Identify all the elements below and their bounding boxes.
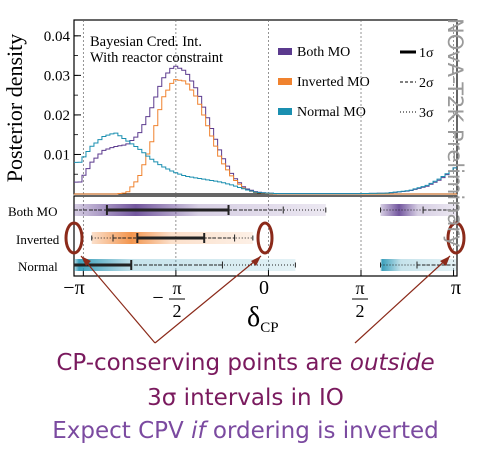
series-normal-mo xyxy=(74,132,457,195)
legend-label-inverted: Inverted MO xyxy=(297,75,370,90)
svg-text:2: 2 xyxy=(173,301,182,321)
y-tick-label: 0.03 xyxy=(44,68,70,84)
annotation-line-2: With reactor constraint xyxy=(90,50,223,66)
x-tick-pi: π xyxy=(451,277,461,299)
annotation-line-1: Bayesian Cred. Int. xyxy=(90,34,202,50)
caption-line-3: Expect CPV if ordering is inverted xyxy=(52,418,439,444)
arrowhead-neg-pi xyxy=(81,256,91,266)
svg-text:−: − xyxy=(152,287,163,309)
x-tick-neg-half-pi: − π 2 xyxy=(152,278,185,321)
svg-text:π: π xyxy=(355,278,364,298)
svg-text:2: 2 xyxy=(356,301,365,321)
y-tick-label: 0.01 xyxy=(44,147,70,163)
x-axis-label: δCP xyxy=(247,302,279,336)
legend: Both MO Inverted MO Normal MO 1σ 2σ 3σ xyxy=(278,45,434,121)
legend-swatch-inverted xyxy=(278,78,292,85)
preliminary-watermark: NOvA-T2K Preliminary xyxy=(443,18,467,247)
x-tick-neg-pi: −π xyxy=(63,277,84,299)
arrow-to-pi xyxy=(354,255,451,344)
legend-label-both: Both MO xyxy=(297,45,350,60)
interval-frame xyxy=(73,195,458,277)
svg-text:NOvA-T2K Preliminary: NOvA-T2K Preliminary xyxy=(443,18,467,247)
x-tick-zero: 0 xyxy=(259,277,269,299)
svg-text:π: π xyxy=(172,278,181,298)
legend-sigma1: 1σ xyxy=(419,46,434,61)
highlight-ellipse-pi xyxy=(446,221,466,255)
row-label-inverted: Inverted xyxy=(16,232,60,247)
arrow-to-zero xyxy=(154,255,262,344)
legend-swatch-normal xyxy=(278,108,292,115)
density-panel: 0.04 0.03 0.02 0.01 Posterior density Bayes… xyxy=(2,19,458,195)
x-axis: −π − π 2 0 π 2 π δCP xyxy=(63,277,461,336)
highlight-ellipse-neg-pi xyxy=(64,221,84,255)
row-label-normal: Normal xyxy=(18,259,58,274)
legend-label-normal: Normal MO xyxy=(297,105,366,120)
arrowhead-zero xyxy=(251,256,261,266)
caption-line-1: CP-conserving points are outside xyxy=(56,350,435,376)
y-tick-label: 0.02 xyxy=(44,108,70,124)
legend-swatch-both xyxy=(278,48,292,55)
series-inverted-mo xyxy=(74,79,457,195)
y-axis-label: Posterior density xyxy=(2,34,27,183)
series-both-mo xyxy=(74,65,457,195)
legend-sigma3: 3σ xyxy=(419,106,434,121)
interval-band xyxy=(380,204,456,216)
arrowhead-pi xyxy=(440,256,450,266)
highlight-ellipse-zero xyxy=(256,221,274,255)
x-tick-half-pi: π 2 xyxy=(352,278,368,321)
legend-sigma2: 2σ xyxy=(419,76,434,91)
y-tick-label: 0.04 xyxy=(44,29,71,45)
arrow-to-neg-pi xyxy=(80,255,156,344)
interval-panel: Both MO Inverted Normal xyxy=(8,195,458,277)
highlight-annotations xyxy=(64,221,466,344)
row-label-both: Both MO xyxy=(8,204,57,219)
caption-line-2: 3σ intervals in IO xyxy=(147,385,344,411)
